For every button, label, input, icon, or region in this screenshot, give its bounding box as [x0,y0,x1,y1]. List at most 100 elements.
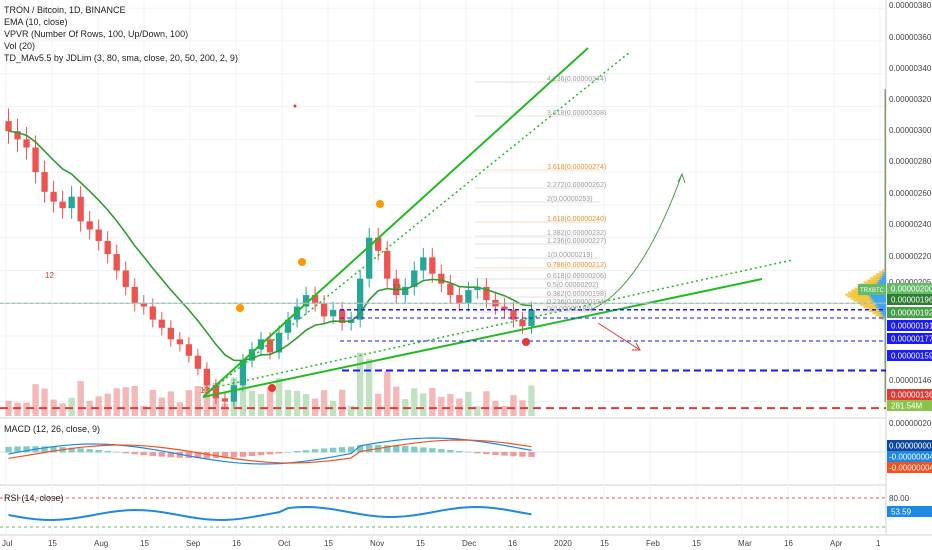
symbol-title[interactable]: TRON / Bitcoin, 1D, BINANCE [4,5,126,15]
time-axis[interactable]: Jul 15 Aug 15 Sep 16 Oct 15 Nov 15 Dec 16 2020 15 Feb 1… [2,539,881,548]
price-label-text: 0.00000159 [891,352,932,361]
price-tick-label: 0.00000146 [889,376,932,385]
macd-histogram-bar [23,446,30,453]
macd-value-text: 0.00000000 [889,442,932,451]
time-tick-label: 15 [48,539,57,548]
candle-body [149,306,156,320]
volume-bar [474,406,481,416]
macd-histogram-bar [429,448,436,453]
vpvr-bar-up [875,273,882,275]
time-tick-label: 2020 [554,539,572,548]
candle-body [357,278,364,320]
macd-histogram-bar [14,446,21,453]
time-tick-label: Jul [2,539,12,548]
macd-histogram-bar [393,445,400,453]
price-pane [0,0,886,418]
projection-line-down [597,322,641,351]
indicator-vpvr[interactable]: VPVR (Number Of Rows, 100, Up/Down, 100) [4,29,189,39]
indicator-ema[interactable]: EMA (10, close) [4,17,68,27]
time-tick-label: 15 [600,539,609,548]
td-count-label: 13 [392,283,401,292]
macd-histogram-bar [122,452,129,454]
fib-level-label: 0.382(0.00000198) [547,291,606,298]
overlays: 13 12 13 [0,47,886,410]
candle-body [483,286,490,300]
candle-body [113,254,120,271]
sell-marker [236,304,244,312]
macd-histogram-bar [474,452,481,454]
indicator-vol[interactable]: Vol (20) [4,41,36,51]
macd-histogram-bar [248,452,256,457]
fib-level-label: 3.618(0.00000274) [547,164,606,171]
vpvr-bar-up [879,271,883,273]
candle-body [5,121,12,132]
price-label-text: 0.00000191 [891,322,932,331]
volume-bar [23,402,30,416]
macd-histogram-bar [402,446,409,453]
candle-body [338,309,346,323]
volume-bar [131,386,138,416]
macd-histogram-bar [266,452,274,455]
volume-bar [302,393,310,416]
volume-bar [176,402,183,416]
macd-histogram-bar [510,452,517,457]
price-tick-label: 0.00000340 [889,64,932,73]
candle-body [77,196,84,222]
candle-body [158,319,165,328]
price-label-box [887,389,932,400]
time-tick-label: Nov [370,539,384,548]
volume-bar [320,390,328,416]
support-trendline [202,278,763,398]
macd-signal-line [8,439,532,464]
fib-level-label: 1(0.00000219) [547,252,593,259]
price-tick-label: 0.00000320 [889,95,932,104]
vpvr-bar-up [884,89,886,91]
volume-bar [5,401,12,416]
macd-value-box [887,451,932,462]
volume-bar [194,386,202,416]
macd-title[interactable]: MACD (12, 26, close, 9) [4,424,101,434]
volume-bar [284,389,292,416]
time-tick-label: 16 [508,539,517,548]
macd-histogram-bar [284,451,292,453]
volume-bar [68,397,75,416]
price-label-text: 0.00000200 [891,285,932,294]
macd-histogram-bar [447,449,454,453]
macd-value-text: -0.00000004 [889,464,932,473]
candle-body [402,286,409,296]
candle-body [239,360,247,386]
rsi-title[interactable]: RSI (14, close) [4,493,64,503]
candle-body [140,303,147,307]
candle-body [420,257,427,271]
indicator-td[interactable]: TD_MAv5.5 by JDLim (3, 80, sma, close, 2… [4,53,238,63]
channel-upper-line [202,47,589,398]
price-axis[interactable]: 0.00000380 0.00000360 0.00000340 0.00000320… [858,1,932,411]
macd-histogram-bar [384,445,391,453]
candle-body [194,355,202,369]
macd-histogram-bar [131,452,138,455]
macd-histogram-bar [158,452,165,457]
time-tick-label: Aug [94,539,108,548]
volume-bar [77,381,84,416]
candles [5,108,535,408]
macd-value-text: -0.00000004 [889,453,932,462]
rsi-line [8,505,532,521]
time-tick-label: Apr [830,539,843,548]
time-tick-label: Feb [646,539,660,548]
time-tick-label: 16 [232,539,241,548]
candle-body [366,237,373,279]
volume-bar [32,384,39,416]
macd-axis-label: 0.00000020 [889,419,932,428]
volume-bar [122,387,129,416]
buy-marker [268,384,276,392]
price-label-text: 0.00000136 [891,391,932,400]
vpvr-bar-up [882,318,885,320]
price-label-text: 0.00000196 [891,296,932,305]
ema-line [8,130,532,362]
candle-body [456,295,463,304]
time-tick-label: Dec [462,539,476,548]
candle-body [14,131,21,140]
macd-line [8,437,532,465]
vpvr-bar-down [885,89,886,91]
macd-histogram-bar [420,447,427,453]
